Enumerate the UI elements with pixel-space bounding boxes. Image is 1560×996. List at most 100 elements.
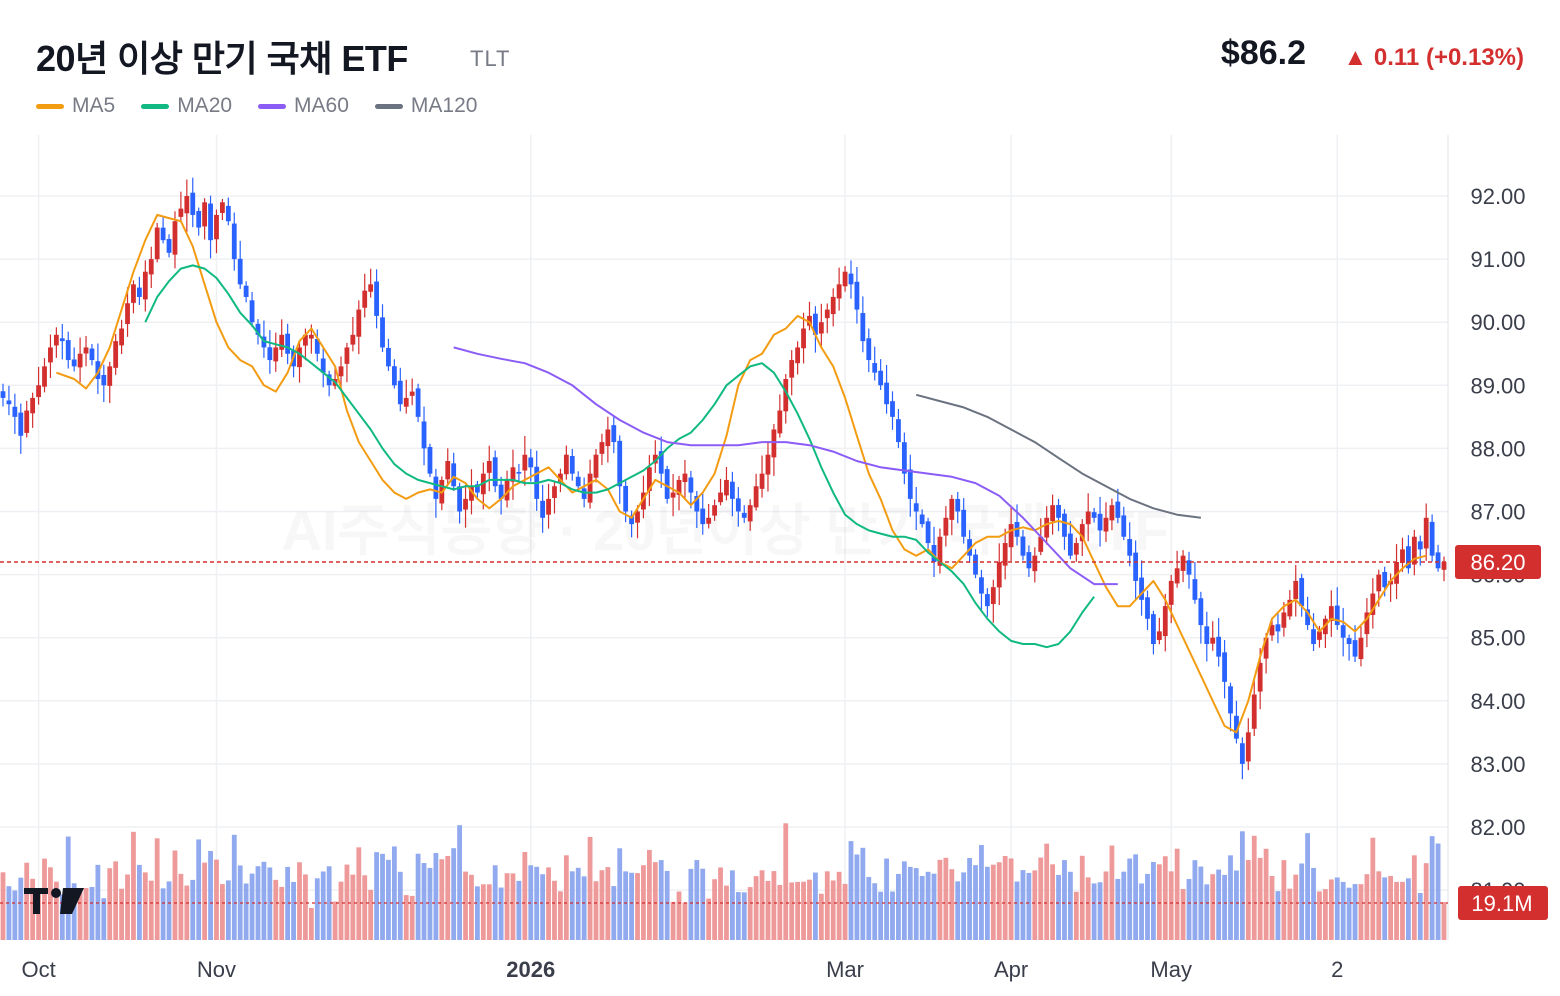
volume-bar [243,883,249,940]
volume-bar [1032,870,1038,940]
candle-body [1364,612,1370,635]
time-tick-label: Nov [197,957,236,982]
volume-bar [635,873,640,940]
candle-body [1358,637,1364,660]
volume-bar [658,860,664,940]
candle-body [1192,579,1198,600]
candle-body [415,388,421,417]
time-tick-label: 2 [1331,957,1343,982]
volume-bar [777,884,783,940]
volume-bar [1234,870,1239,940]
candle-body [961,509,967,537]
volume-bar [724,885,729,940]
volume-bar [18,877,24,940]
candle-body [1328,606,1334,621]
tradingview-logo[interactable] [24,888,84,914]
volume-bar [1311,867,1316,940]
candlestick-series [0,177,1447,780]
candle-body [1275,624,1281,632]
price-axis[interactable]: 92.0091.0090.0089.0088.0087.0086.0085.00… [1470,184,1525,903]
volume-bar [1216,869,1222,940]
candle-body [949,498,955,520]
candle-body [475,484,480,493]
candle-body [1180,555,1186,571]
candle-body [214,214,219,240]
volume-bar [249,873,255,940]
candle-body [297,347,302,368]
candle-body [1293,580,1299,600]
candle-body [1026,552,1032,569]
candle-body [1133,552,1139,581]
volume-bar [142,872,148,940]
volume-bar [1174,848,1180,940]
candle-body [694,496,700,512]
candle-body [409,391,415,396]
volume-bar [415,853,421,940]
candle-body [243,285,249,297]
moving-average-lines [56,213,1427,734]
candle-body [1263,637,1269,659]
candle-body [1417,541,1423,550]
candle-body [113,341,119,368]
candle-body [380,317,385,348]
candle-body [1156,631,1162,640]
candle-body [706,517,712,524]
volume-bar [362,875,368,940]
volume-bar [154,838,160,940]
volume-bar [1139,883,1144,940]
volume-bar [747,887,753,940]
candle-body [759,473,765,489]
volume-bar [439,859,445,940]
volume-bar [59,894,65,940]
candle-body [955,498,961,512]
volume-bar [356,847,362,940]
volume-bar [172,850,178,940]
volume-bar [1305,833,1310,940]
candle-body [463,498,468,510]
volume-bar [546,867,551,940]
volume-bar [617,848,623,940]
candle-body [1210,637,1216,644]
volume-bar [682,902,688,940]
legend-item-ma5[interactable]: MA5 [36,94,115,118]
volume-bar [433,853,439,940]
volume-bar [771,871,777,940]
candle-body [907,469,913,499]
candle-body [528,457,534,468]
candle-body [1429,521,1435,556]
candle-body [848,273,854,285]
volume-bar [1429,836,1435,940]
volume-bar [706,898,712,940]
candle-body [160,227,166,241]
volume-bar [308,907,314,940]
candle-body [273,347,279,362]
candle-body [747,505,753,522]
candle-body [148,259,154,275]
candle-body [451,463,457,487]
candle-body [937,536,943,566]
time-tick-label: 2026 [506,957,555,982]
chart-grid [0,135,1449,940]
volume-bar [36,891,41,940]
candle-body [202,202,208,227]
volume-bar [1222,874,1227,940]
volume-bar [522,851,528,940]
candle-body [658,451,664,474]
candle-body [1068,533,1073,556]
candle-body [421,421,427,449]
time-axis[interactable]: Oct Nov 2026 Mar Apr May 2 [21,957,1343,982]
volume-bar [979,845,984,940]
legend-item-ma60[interactable]: MA60 [258,94,349,118]
volume-bar [676,891,682,940]
candle-body [1334,605,1340,626]
legend-item-ma20[interactable]: MA20 [141,94,232,118]
volume-bar [338,881,344,940]
volume-bar [1340,881,1346,940]
volume-bar [652,862,658,940]
volume-bar [593,881,599,940]
legend-item-ma120[interactable]: MA120 [374,94,477,118]
volume-bar [830,880,836,940]
volume-bar [1382,877,1388,940]
volume-bar [1352,884,1358,940]
